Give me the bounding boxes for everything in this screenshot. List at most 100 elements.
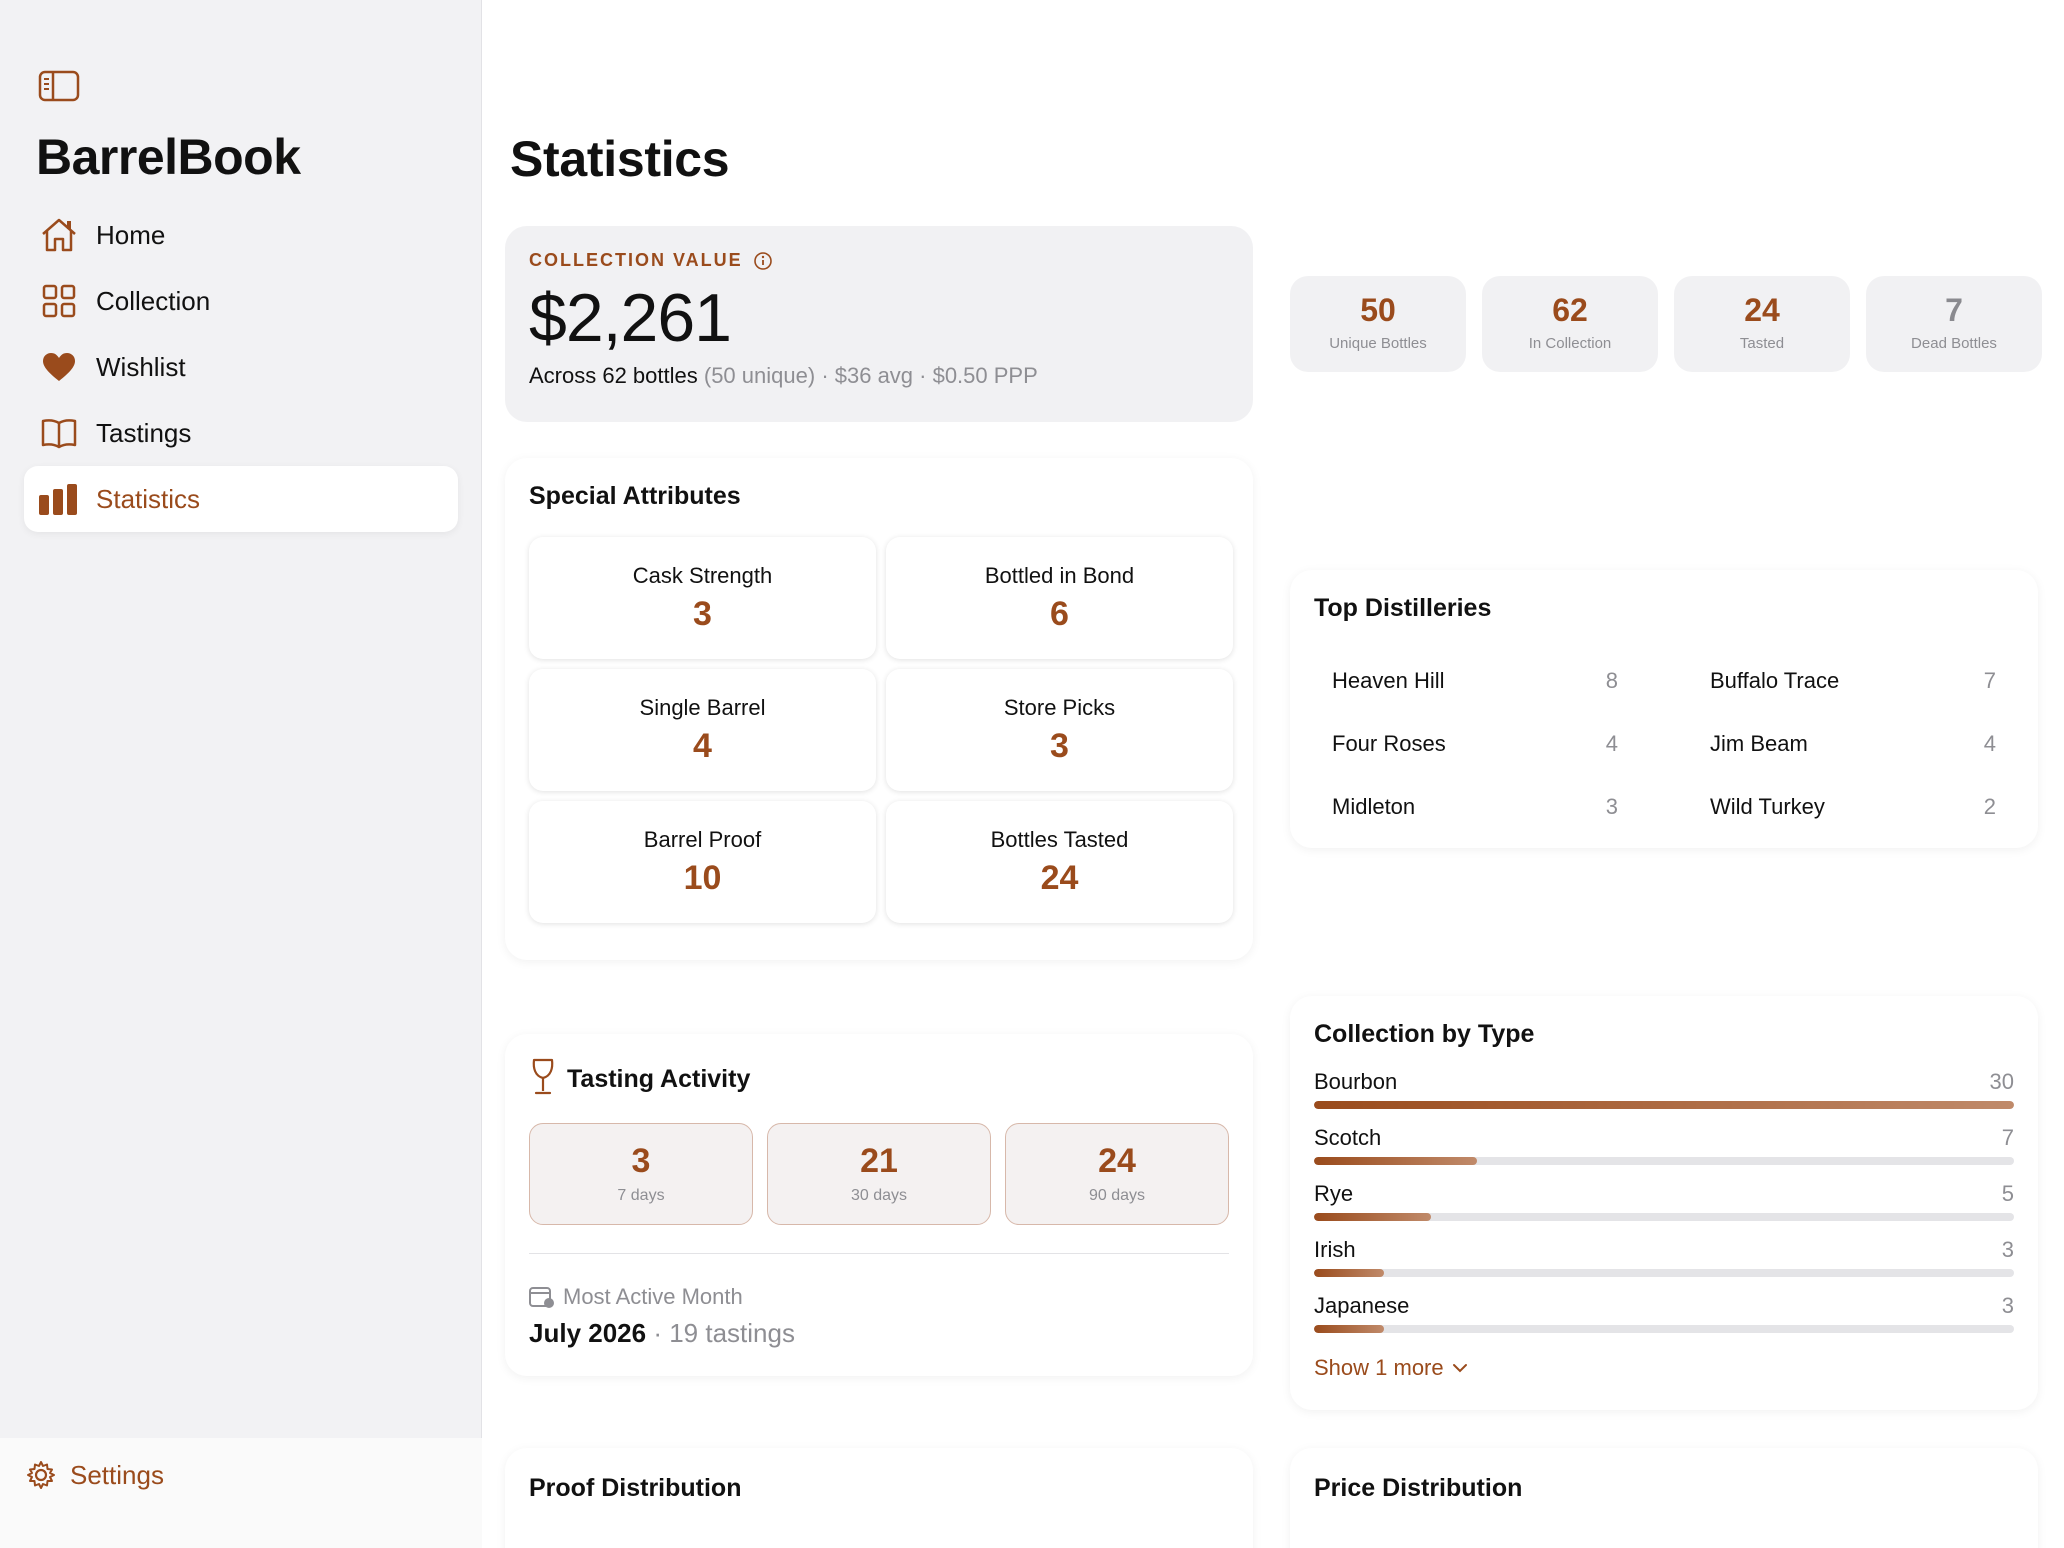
type-count: 3 [2001, 1293, 2014, 1318]
sidebar: BarrelBook Home Collection Wishlist [0, 0, 482, 1548]
distillery-row[interactable]: Four Roses 4 [1314, 712, 1636, 775]
attribute-single-barrel[interactable]: Single Barrel 4 [529, 669, 876, 791]
stat-value: 50 [1360, 292, 1396, 328]
house-icon [38, 214, 80, 256]
distillery-row[interactable]: Wild Turkey 2 [1692, 775, 2014, 838]
type-name: Bourbon [1314, 1069, 1398, 1094]
settings-label: Settings [70, 1460, 164, 1490]
type-row: Irish 3 [1314, 1237, 2014, 1277]
info-icon[interactable] [753, 251, 773, 271]
distillery-row[interactable]: Midleton 3 [1314, 775, 1636, 838]
attribute-cask-strength[interactable]: Cask Strength 3 [529, 537, 876, 659]
type-row: Japanese 3 [1314, 1293, 2014, 1333]
most-active-month-value: July 2026 · 19 tastings [529, 1318, 1229, 1349]
type-name: Japanese [1314, 1293, 1410, 1318]
stat-tile-dead: 7 Dead Bottles [1866, 276, 2042, 372]
unique-count: (50 unique) [703, 363, 816, 388]
attribute-grid: Cask Strength 3 Bottled in Bond 6 Single… [529, 537, 1233, 923]
sidebar-item-tastings[interactable]: Tastings [24, 400, 458, 466]
collection-value-amount: $2,261 [529, 280, 732, 356]
attribute-label: Bottled in Bond [984, 563, 1135, 588]
stat-value: 24 [1744, 292, 1780, 328]
attribute-barrel-proof[interactable]: Barrel Proof 10 [529, 801, 876, 923]
type-bar-track [1314, 1101, 2014, 1109]
stat-value: 7 [1945, 292, 1963, 328]
stat-tile-in-collection: 62 In Collection [1482, 276, 1658, 372]
summary-stat-tiles: 50 Unique Bottles 62 In Collection 24 Ta… [1290, 276, 2042, 372]
most-active-count: · 19 tastings [646, 1318, 795, 1348]
stat-caption: Dead Bottles [1911, 335, 1997, 352]
stat-tile-tasted: 24 Tasted [1674, 276, 1850, 372]
collection-by-type-title: Collection by Type [1314, 1020, 1535, 1048]
tasting-period-value: 24 [1098, 1142, 1136, 1180]
type-line: Bourbon 30 [1314, 1069, 2014, 1095]
type-count: 7 [2001, 1125, 2014, 1150]
distillery-row[interactable]: Buffalo Trace 7 [1692, 649, 2014, 712]
sidebar-item-collection[interactable]: Collection [24, 268, 458, 334]
bar-chart-icon [38, 478, 80, 520]
tasting-period-90-days: 24 90 days [1005, 1123, 1229, 1225]
tasting-period-value: 21 [860, 1142, 898, 1180]
distillery-name: Heaven Hill [1332, 667, 1445, 693]
distillery-row[interactable]: Jim Beam 4 [1692, 712, 2014, 775]
attribute-store-picks[interactable]: Store Picks 3 [886, 669, 1233, 791]
attribute-value: 3 [693, 595, 712, 633]
sidebar-item-label: Tastings [96, 417, 192, 448]
type-count: 5 [2001, 1181, 2014, 1206]
price-distribution-card: Price Distribution [1290, 1448, 2038, 1548]
top-distilleries-title: Top Distilleries [1314, 594, 1492, 622]
type-bar-fill [1314, 1213, 1431, 1221]
tasting-period-row: 3 7 days 21 30 days 24 90 days [529, 1123, 1229, 1225]
collection-by-type-card: Collection by Type Bourbon 30 Scotch 7 Rye 5 I… [1290, 996, 2038, 1410]
stat-tile-unique: 50 Unique Bottles [1290, 276, 1466, 372]
calendar-icon [529, 1287, 554, 1308]
tasting-period-value: 3 [631, 1142, 651, 1180]
collection-value-label: COLLECTION VALUE [529, 250, 1229, 271]
attribute-label: Cask Strength [632, 563, 773, 588]
distillery-list: Heaven Hill 8 Buffalo Trace 7 Four Roses 4 … [1314, 649, 2014, 838]
sidebar-item-wishlist[interactable]: Wishlist [24, 334, 458, 400]
heart-icon [38, 346, 80, 388]
type-line: Scotch 7 [1314, 1125, 2014, 1151]
type-count: 30 [1989, 1069, 2014, 1094]
attribute-bottles-tasted[interactable]: Bottles Tasted 24 [886, 801, 1233, 923]
type-list: Bourbon 30 Scotch 7 Rye 5 Irish 3 Japanese 3 [1314, 1069, 2014, 1333]
tasting-activity-title: Tasting Activity [567, 1065, 751, 1093]
page-title: Statistics [510, 131, 730, 187]
distillery-count: 7 [1983, 667, 1996, 693]
stat-caption: Unique Bottles [1329, 335, 1427, 352]
sidebar-item-label: Statistics [96, 483, 201, 514]
tasting-activity-header: Tasting Activity [529, 1058, 1229, 1101]
type-line: Rye 5 [1314, 1181, 2014, 1207]
type-line: Irish 3 [1314, 1237, 2014, 1263]
attribute-value: 24 [1040, 859, 1079, 897]
tasting-period-caption: 30 days [850, 1187, 908, 1204]
proof-distribution-card: Proof Distribution [505, 1448, 1253, 1548]
grid-icon [38, 280, 80, 322]
type-bar-fill [1314, 1101, 2014, 1109]
special-attributes-title: Special Attributes [529, 482, 741, 510]
distillery-row[interactable]: Heaven Hill 8 [1314, 649, 1636, 712]
type-bar-track [1314, 1269, 2014, 1277]
tasting-period-7-days: 3 7 days [529, 1123, 753, 1225]
sidebar-nav: Home Collection Wishlist Tastings [24, 202, 458, 532]
sidebar-toggle-icon[interactable] [38, 70, 80, 102]
attribute-label: Store Picks [1003, 695, 1116, 720]
type-name: Rye [1314, 1181, 1354, 1206]
distillery-name: Wild Turkey [1710, 793, 1825, 819]
stat-value: 62 [1552, 292, 1588, 328]
sidebar-item-home[interactable]: Home [24, 202, 458, 268]
distillery-name: Midleton [1332, 793, 1416, 819]
type-bar-fill [1314, 1157, 1478, 1165]
top-distilleries-card: Top Distilleries Heaven Hill 8 Buffalo Tr… [1290, 570, 2038, 848]
show-more-button[interactable]: Show 1 more [1314, 1355, 2014, 1381]
tasting-period-caption: 7 days [617, 1187, 665, 1204]
distillery-count: 8 [1605, 667, 1618, 693]
settings-button[interactable]: Settings [0, 1438, 482, 1548]
attribute-bottled-in-bond[interactable]: Bottled in Bond 6 [886, 537, 1233, 659]
tasting-period-caption: 90 days [1088, 1187, 1146, 1204]
divider [529, 1253, 1229, 1254]
sidebar-item-statistics[interactable]: Statistics [24, 466, 458, 532]
app-brand: BarrelBook [36, 129, 301, 185]
